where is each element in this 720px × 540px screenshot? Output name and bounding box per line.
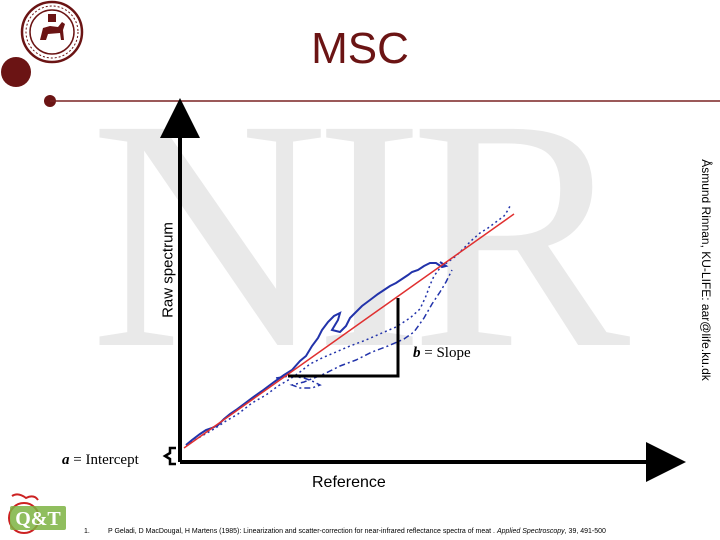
spectrum-curve-dashdot xyxy=(275,269,453,389)
reference-number: 1. xyxy=(84,528,90,535)
slope-triangle xyxy=(288,298,400,378)
qt-logo-icon: Q&T xyxy=(4,492,72,536)
reference-citation: P Geladi, D MacDougal, H Martens (1985):… xyxy=(108,528,606,535)
slope-symbol: b xyxy=(413,345,421,361)
slope-annotation: b = Slope xyxy=(413,345,471,362)
decoration-large-dot xyxy=(1,57,31,87)
intercept-symbol: a xyxy=(62,452,70,468)
intercept-text: = Intercept xyxy=(69,452,139,468)
regression-line xyxy=(183,213,515,449)
intercept-bracket xyxy=(162,446,176,466)
spectrum-curve-dotted xyxy=(185,205,511,446)
reference-pages: , 39, 491-500 xyxy=(564,528,606,535)
reference-authors: P Geladi, D MacDougal, H Martens (1985):… xyxy=(108,528,497,535)
x-axis-label: Reference xyxy=(312,474,386,491)
university-seal-icon xyxy=(20,0,84,64)
spectrum-curve-solid xyxy=(185,261,449,446)
slide-title: MSC xyxy=(311,24,409,73)
author-credit: Åsmund Rinnan, KU-LIFE: aar@life.ku.dk xyxy=(699,159,713,381)
intercept-annotation: a = Intercept xyxy=(62,452,139,469)
reference-journal: Applied Spectroscopy xyxy=(496,528,565,535)
qt-logo-text: Q&T xyxy=(15,508,61,530)
slope-text: = Slope xyxy=(420,345,471,361)
y-axis-label: Raw spectrum xyxy=(159,222,177,318)
